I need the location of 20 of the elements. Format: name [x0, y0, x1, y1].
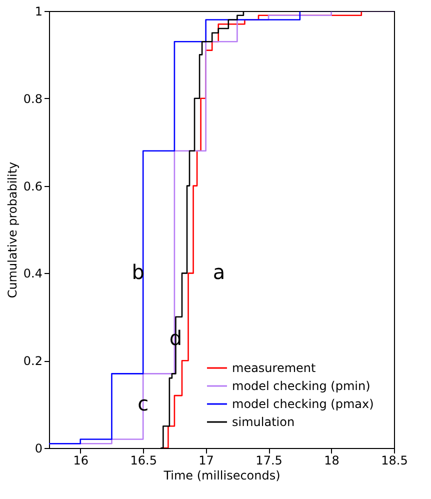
x-axis-title: Time (milliseconds) [162, 468, 280, 482]
y-tick-label: 0.4 [23, 266, 42, 281]
x-tick-label: 17.5 [256, 454, 282, 468]
annotation: c [138, 391, 149, 416]
annotation: a [212, 260, 226, 284]
x-tick-label: 18 [324, 454, 340, 468]
legend-label: model checking (pmax) [232, 397, 374, 411]
legend-label: simulation [232, 415, 295, 429]
legend-label: measurement [232, 361, 316, 375]
x-tick-label: 18.5 [381, 454, 408, 468]
y-tick-label: 0.2 [23, 354, 42, 368]
y-tick-label: 0 [34, 442, 42, 456]
x-tick-label: 16.5 [130, 454, 157, 468]
y-tick-label: 0.8 [23, 92, 42, 106]
x-tick-label: 17 [198, 454, 214, 468]
legend-label: model checking (pmin) [232, 379, 370, 393]
y-tick-label: 1 [34, 4, 42, 18]
y-tick-label: 0.6 [23, 179, 42, 194]
y-axis-title: Cumulative probability [5, 162, 20, 298]
x-tick-label: 16 [73, 454, 89, 468]
